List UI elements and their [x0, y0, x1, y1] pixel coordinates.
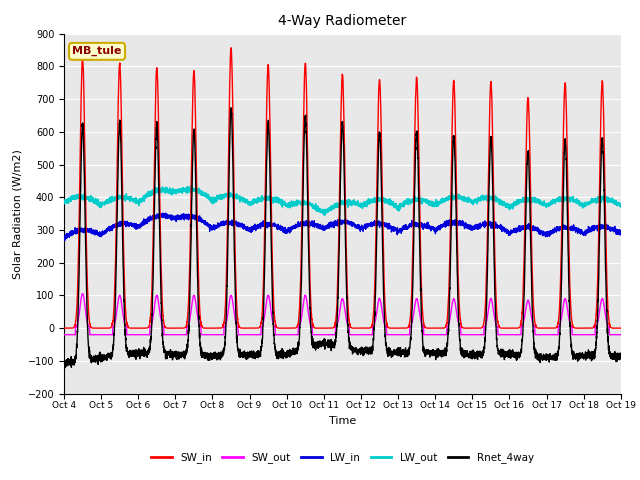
LW_out	[188, 182, 195, 188]
LW_in	[499, 226, 507, 231]
SW_out	[79, 291, 86, 297]
LW_in	[322, 225, 330, 230]
LW_out	[436, 200, 444, 206]
LW_in	[468, 225, 476, 231]
SW_out	[616, 332, 624, 337]
LW_out	[160, 186, 168, 192]
SW_in	[436, 325, 444, 331]
Line: Rnet_4way: Rnet_4way	[64, 108, 621, 368]
LW_in	[159, 210, 166, 216]
LW_out	[616, 203, 624, 209]
LW_out	[468, 198, 476, 204]
Line: SW_out: SW_out	[64, 294, 621, 335]
LW_in	[161, 213, 168, 218]
SW_in	[499, 325, 507, 331]
SW_in	[227, 45, 235, 50]
LW_out	[60, 198, 68, 204]
Line: LW_out: LW_out	[64, 185, 621, 215]
Rnet_4way	[227, 105, 235, 110]
SW_in	[322, 325, 330, 331]
LW_out	[617, 203, 625, 209]
LW_out	[321, 212, 329, 218]
X-axis label: Time: Time	[329, 416, 356, 426]
Title: 4-Way Radiometer: 4-Way Radiometer	[278, 14, 406, 28]
SW_out	[322, 332, 330, 337]
Rnet_4way	[161, 350, 168, 356]
Text: MB_tule: MB_tule	[72, 46, 122, 57]
Rnet_4way	[60, 360, 68, 366]
SW_out	[60, 332, 68, 337]
Y-axis label: Solar Radiation (W/m2): Solar Radiation (W/m2)	[12, 149, 22, 278]
SW_in	[60, 325, 68, 331]
SW_in	[617, 325, 625, 331]
SW_out	[161, 332, 168, 337]
LW_in	[60, 233, 68, 239]
Rnet_4way	[322, 342, 330, 348]
Rnet_4way	[499, 353, 507, 359]
Rnet_4way	[616, 352, 624, 358]
Rnet_4way	[436, 351, 444, 357]
SW_out	[617, 332, 625, 337]
Rnet_4way	[617, 355, 625, 361]
Rnet_4way	[468, 353, 476, 359]
SW_out	[499, 332, 507, 337]
LW_in	[617, 232, 625, 238]
LW_in	[61, 238, 68, 243]
LW_out	[499, 199, 507, 204]
LW_in	[436, 226, 444, 231]
SW_in	[616, 325, 624, 331]
SW_out	[467, 332, 475, 337]
Rnet_4way	[61, 365, 68, 371]
SW_in	[160, 322, 168, 327]
LW_in	[616, 231, 624, 237]
SW_in	[467, 325, 475, 331]
LW_out	[322, 208, 330, 214]
Line: SW_in: SW_in	[64, 48, 621, 328]
Line: LW_in: LW_in	[64, 213, 621, 240]
SW_out	[436, 332, 444, 337]
Legend: SW_in, SW_out, LW_in, LW_out, Rnet_4way: SW_in, SW_out, LW_in, LW_out, Rnet_4way	[147, 448, 538, 468]
